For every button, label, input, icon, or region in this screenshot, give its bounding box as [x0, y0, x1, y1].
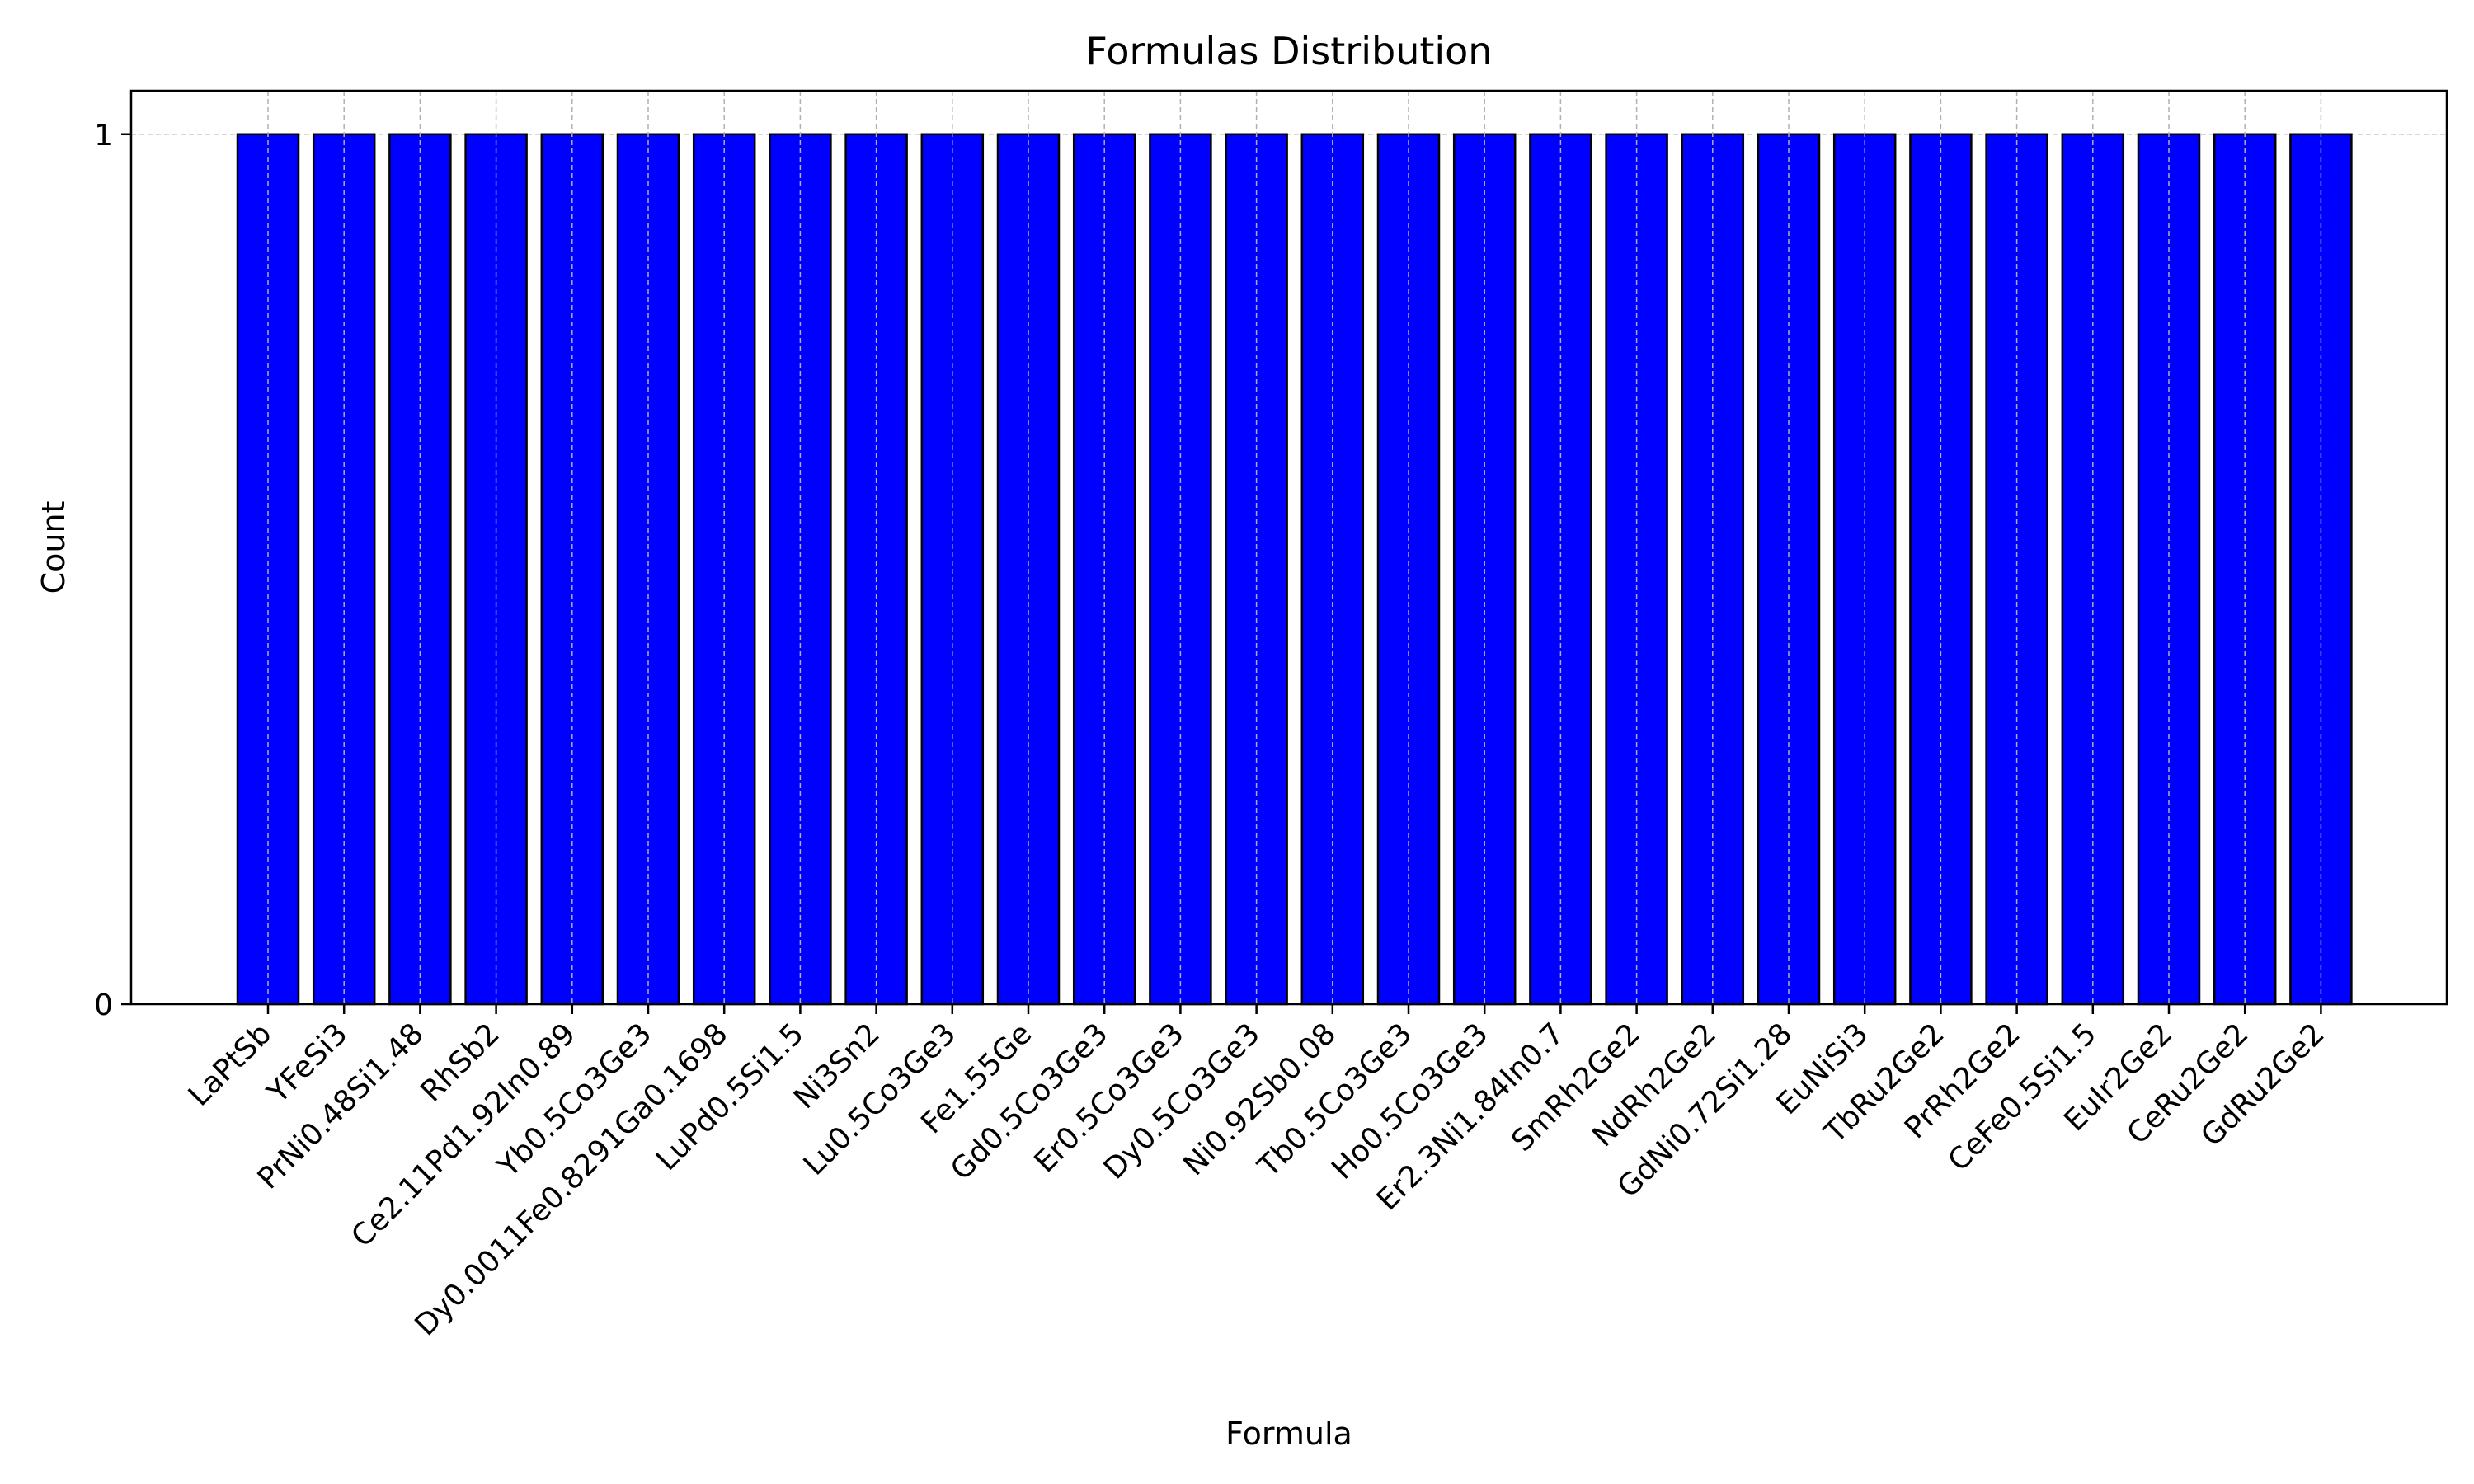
- x-axis-ticks: LaPtSbYFeSi3PrNi0.48Si1.48RhSb2Ce2.11Pd1…: [182, 1004, 2331, 1342]
- y-axis-ticks: 01: [94, 119, 131, 1022]
- x-tick-label: LaPtSb: [182, 1017, 278, 1112]
- y-tick-label: 1: [94, 119, 113, 153]
- chart-title: Formulas Distribution: [1086, 29, 1493, 73]
- x-axis-label: Formula: [1225, 1416, 1352, 1452]
- y-axis-label: Count: [35, 501, 72, 594]
- y-tick-label: 0: [94, 989, 113, 1022]
- bars: [236, 91, 2353, 1006]
- plot-area-frame: [129, 89, 2448, 1006]
